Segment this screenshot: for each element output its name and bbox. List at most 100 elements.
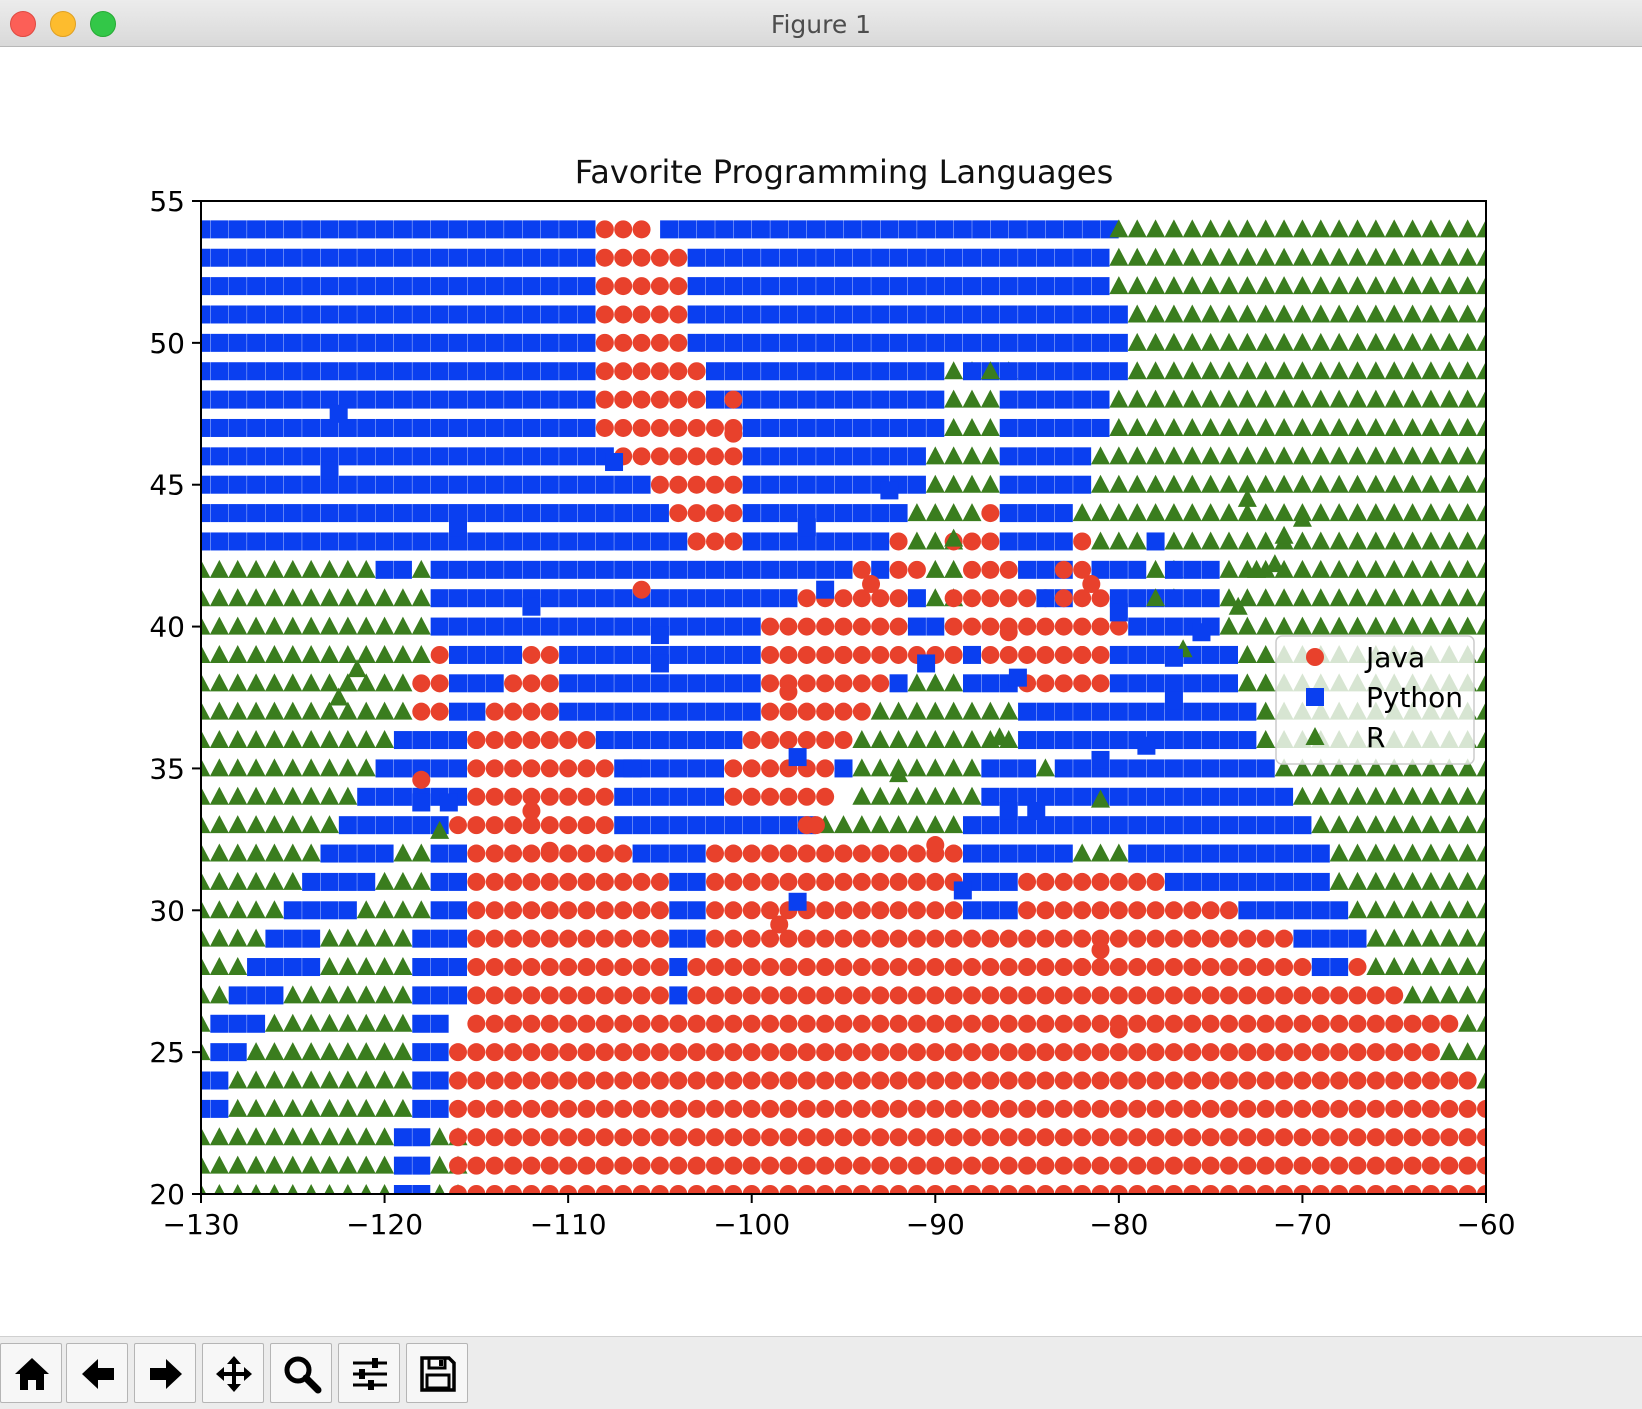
python-point [1238,731,1257,750]
java-point [706,844,724,863]
r-point [209,843,229,862]
java-point [1256,1185,1275,1194]
java-point [1073,929,1092,948]
java-point [1109,1185,1128,1194]
java-point [926,1043,945,1062]
r-point [1476,957,1486,976]
java-point [1348,1185,1367,1194]
python-point [265,305,284,324]
python-point [1128,589,1147,608]
java-point [650,390,669,409]
python-point [907,390,926,409]
r-point [1201,361,1221,380]
r-point [1311,304,1331,323]
python-point [247,504,266,523]
r-point [375,928,395,947]
python-point [449,844,467,863]
python-point [742,645,761,664]
java-point [907,1128,926,1147]
python-point [485,645,504,664]
python-point [1183,759,1202,778]
python-point [1146,532,1165,551]
pan-button[interactable] [202,1343,264,1403]
r-point [430,1127,450,1146]
zoom-icon[interactable] [90,11,116,37]
home-button[interactable] [0,1343,62,1403]
r-point [925,673,945,692]
python-point [669,759,688,778]
python-point [816,362,835,381]
r-point [925,588,945,607]
r-point [1091,789,1110,808]
python-point [779,248,798,267]
python-point [338,390,357,409]
python-point [302,220,321,239]
back-button[interactable] [66,1343,128,1403]
python-point [1293,844,1312,863]
java-point [1109,958,1128,977]
java-point [522,1071,541,1090]
r-point [1237,417,1257,436]
minimize-icon[interactable] [50,11,76,37]
r-point [1403,304,1423,323]
java-point [724,1156,743,1175]
python-point [797,560,816,579]
r-point [1384,361,1404,380]
r-point [1458,559,1478,578]
java-point [577,986,596,1005]
r-point [264,900,284,919]
python-point [357,787,376,806]
r-point [320,644,339,663]
python-point [706,816,724,835]
r-point [870,786,890,805]
python-point [1073,333,1092,352]
save-button[interactable] [406,1343,468,1403]
r-point [1476,389,1486,408]
java-point [504,986,523,1005]
java-point [963,1071,981,1090]
java-point [724,1128,743,1147]
configure-subplots-button[interactable] [338,1343,400,1403]
r-point [301,1098,321,1117]
r-point [870,758,890,777]
python-point [338,248,357,267]
r-point [1311,815,1331,834]
python-point [504,504,523,523]
java-point [1330,1128,1349,1147]
zoom-button[interactable] [270,1343,332,1403]
java-point [816,1156,835,1175]
python-point [338,220,357,239]
python-point [669,674,688,693]
python-point [467,617,486,636]
java-point [852,901,871,920]
python-point [210,220,229,239]
java-point [834,702,853,721]
r-point [430,1155,450,1174]
python-point [375,504,394,523]
java-point [1036,1099,1055,1118]
r-point [1329,276,1349,295]
java-point [724,1185,743,1194]
java-point [467,1043,486,1062]
java-point [1036,674,1055,693]
java-point [999,560,1018,579]
python-point [201,277,210,296]
python-point [1164,589,1183,608]
close-icon[interactable] [10,11,36,37]
python-point [1054,504,1073,523]
python-point [210,504,229,523]
java-point [467,986,486,1005]
python-point [917,220,936,239]
forward-button[interactable] [134,1343,196,1403]
python-point [614,702,633,721]
y-tick-label: 25 [149,1036,185,1069]
java-point [1054,589,1073,608]
python-point [320,248,339,267]
java-point [1385,1099,1404,1118]
python-point [338,475,357,494]
java-point [889,1156,908,1175]
python-point [485,305,504,324]
r-point [393,1013,413,1032]
python-point [981,787,1000,806]
r-point [338,1098,358,1117]
